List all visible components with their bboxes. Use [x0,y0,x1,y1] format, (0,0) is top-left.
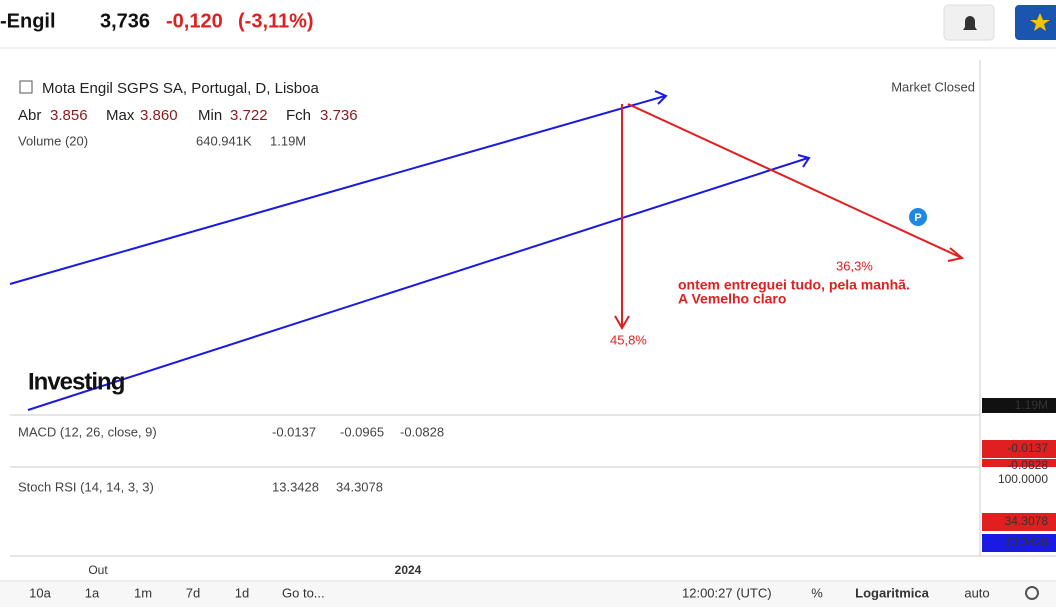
change: -0,120 [166,10,223,32]
annotation: A Vemelho claro [678,291,786,307]
macd-value: -0.0828 [400,424,444,439]
rsi-value: 34.3078 [336,479,383,494]
clock: 12:00:27 (UTC) [682,585,772,600]
arrow-head [654,90,668,105]
ohlc-label: Min [198,107,222,124]
channel-top [9,95,666,285]
macd-label: MACD (12, 26, close, 9) [18,424,157,439]
macd-value: -0.0965 [340,424,384,439]
arrow-head [614,315,630,330]
range-button[interactable]: 1m [134,585,152,600]
header [0,0,1056,48]
market-status: Market Closed [891,79,975,94]
ohlc-label: Fch [286,107,311,124]
ohlc-value: 3.860 [140,107,178,124]
instrument-name: -Engil [0,10,56,32]
settings-icon[interactable] [1025,586,1039,600]
volume-label: Volume (20) [18,133,88,148]
ohlc-label: Abr [18,107,41,124]
range-button[interactable]: 10a [29,585,51,600]
axis-label: -0.0137 [1007,441,1048,455]
percent-button[interactable]: % [811,585,823,600]
axis-badge [982,440,1056,458]
rsi-value: 13.3428 [272,479,319,494]
axis-label: -0.0828 [1007,458,1048,472]
ohlc-value: 3.856 [50,107,88,124]
pin-letter: P [914,212,921,224]
channel-bottom [27,157,809,411]
x-label: Out [88,563,108,577]
auto-button[interactable]: auto [964,585,989,600]
axis-badge [982,459,1056,467]
price: 3,736 [100,10,150,32]
chart-area [10,60,1056,580]
macd-value: -0.0137 [272,424,316,439]
collapse-icon[interactable] [19,80,33,94]
axis-badge [982,513,1056,531]
goto-button[interactable]: Go to... [282,585,325,600]
change-pct: (-3,11%) [238,10,314,32]
annotation: 45,8% [610,332,647,347]
axis-label: 100.0000 [998,472,1048,486]
ohlc-value: 3.722 [230,107,268,124]
axis-badge [982,398,1056,413]
axis-label: 13.3428 [1005,535,1049,549]
volume-value: 640.941K [196,133,252,148]
axis-label: 34.3078 [1005,514,1049,528]
axis-badge [982,534,1056,552]
star-icon [1030,13,1050,31]
range-button[interactable]: 7d [186,585,200,600]
volume-ma: 1.19M [270,133,306,148]
legend-title: Mota Engil SGPS SA, Portugal, D, Lisboa [42,80,319,97]
toolbar [0,581,1056,607]
ohlc-label: Max [106,107,135,124]
log-button[interactable]: Logaritmica [855,585,929,600]
ohlc-value: 3.736 [320,107,358,124]
trend-down [627,103,963,259]
arrow-head [797,154,811,168]
logo: Investing [28,368,125,395]
axis-label: 1.19M [1015,398,1048,412]
x-label: 2024 [395,563,422,577]
bell-icon [963,16,977,30]
arrow-head [947,247,965,262]
drawings [9,90,965,411]
annotation: ontem entreguei tudo, pela manhã. [678,277,910,293]
range-button[interactable]: 1a [85,585,100,600]
rsi-label: Stoch RSI (14, 14, 3, 3) [18,479,154,494]
range-button[interactable]: 1d [235,585,249,600]
annotation: 36,3% [836,258,873,273]
pin-marker[interactable] [909,208,927,226]
